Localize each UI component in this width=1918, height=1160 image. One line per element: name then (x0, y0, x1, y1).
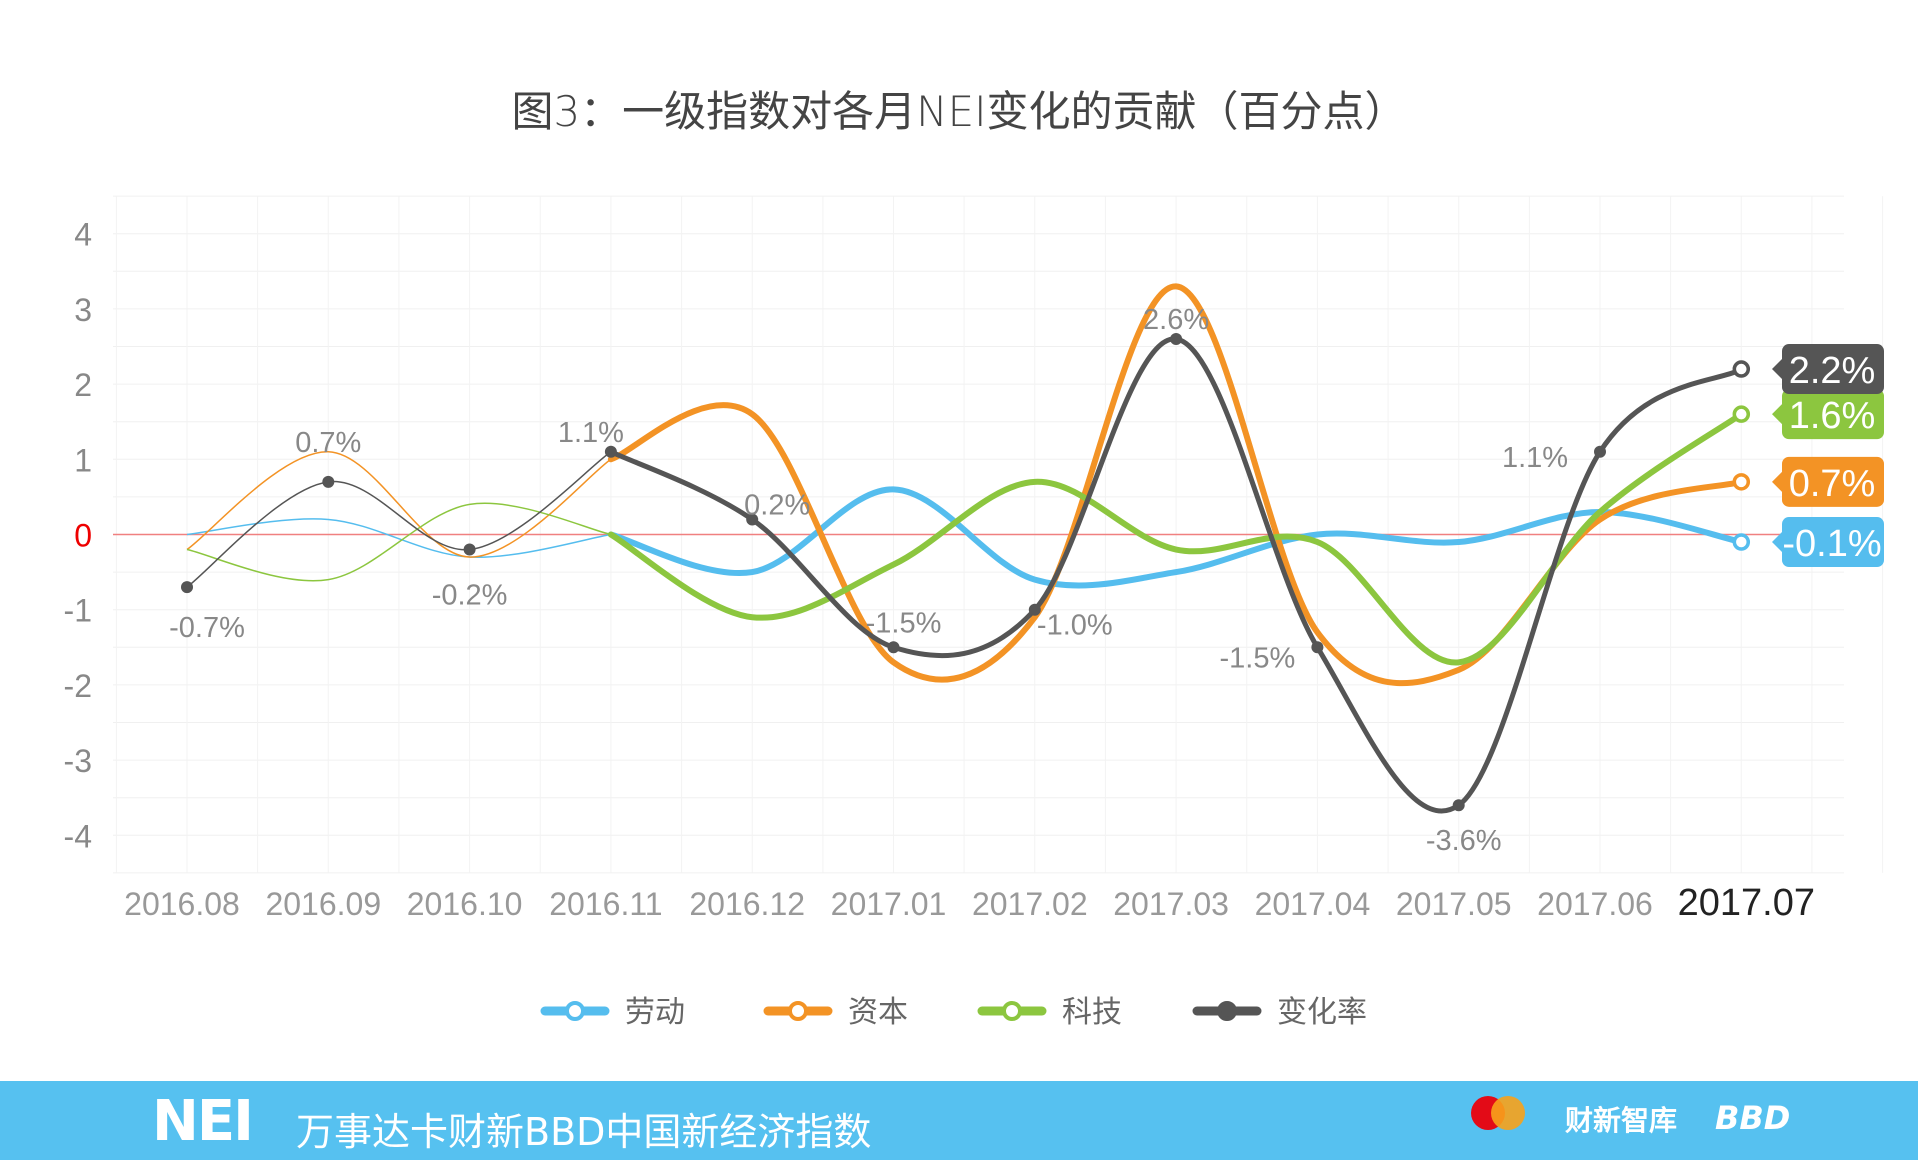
series-end-marker (1732, 533, 1751, 551)
data-label: -1.0% (1037, 610, 1113, 642)
chart-title: 图3：一级指数对各月NEI变化的贡献（百分点） (511, 87, 1407, 136)
x-tick-label: 2017.02 (972, 886, 1088, 922)
series-line (607, 486, 1745, 589)
x-tick-label: 2017.01 (831, 886, 947, 922)
y-tick-label: 2 (74, 367, 92, 403)
data-label: 1.1% (558, 417, 624, 449)
series-line (608, 336, 1744, 814)
x-tick-label: 2017.05 (1396, 886, 1512, 922)
mastercard-logo (1470, 1093, 1530, 1137)
series-line-thin (186, 518, 612, 558)
data-point (181, 581, 193, 594)
y-tick-label: -2 (64, 668, 92, 704)
data-label: -0.2% (432, 580, 508, 612)
end-label: 0.7% (1789, 463, 1876, 505)
x-tick-label: 2016.10 (407, 886, 523, 922)
x-tick-label: 2016.09 (265, 886, 381, 922)
y-tick-label: 1 (74, 442, 92, 478)
data-point (1170, 332, 1183, 345)
data-point (1452, 799, 1465, 812)
y-tick-label: -1 (64, 593, 92, 629)
y-tick-label: 4 (74, 217, 92, 253)
x-tick-label: 2016.11 (549, 886, 662, 922)
data-point (1311, 641, 1324, 654)
data-point (746, 513, 759, 526)
footer-subtitle: 万事达卡财新BBD中国新经济指数 (296, 1110, 872, 1154)
data-point (1028, 603, 1041, 616)
data-label: -3.6% (1426, 825, 1502, 857)
data-label: 0.2% (744, 489, 810, 521)
data-point (887, 641, 900, 654)
legend-marker (565, 1001, 585, 1021)
x-tick-label: 2017.07 (1678, 882, 1815, 924)
bbd-logo: BBD (1715, 1099, 1791, 1137)
series-end-marker (1732, 473, 1751, 491)
data-label: -1.5% (1220, 642, 1296, 674)
footer-banner: NEI 万事达卡财新BBD中国新经济指数 财新智库 BBD (0, 1081, 1918, 1160)
data-point (463, 543, 476, 556)
caixin-logo: 财新智库 (1565, 1104, 1678, 1137)
end-label-box (1782, 517, 1884, 568)
nei-logo: NEI (152, 1089, 254, 1154)
end-label-pointer (1772, 404, 1782, 425)
line-chart: 4 3 2 1 0 -1 -2 -3 -4 2016.08 2016.09 2016.10 2016.1… (64, 195, 1884, 1030)
series-line (607, 411, 1745, 666)
y-tick-label: 0 (74, 518, 92, 554)
series-end-marker (1732, 405, 1751, 423)
end-label: 1.6% (1789, 395, 1876, 437)
end-label-pointer (1772, 532, 1782, 553)
end-label-box (1782, 456, 1884, 507)
data-point (1594, 445, 1606, 458)
data-label: -1.5% (866, 607, 942, 639)
series-end-marker (1732, 360, 1751, 378)
data-label: 0.7% (295, 427, 361, 459)
legend-marker (1002, 1001, 1022, 1021)
x-tick-label: 2017.04 (1255, 886, 1371, 922)
end-label-box (1782, 389, 1884, 440)
y-tick-label: -3 (64, 743, 92, 779)
end-label-box (1782, 344, 1884, 395)
legend-marker (1217, 1001, 1237, 1021)
y-tick-label: -4 (64, 818, 92, 854)
legend-marker (788, 1001, 808, 1021)
legend-label: 资本 (848, 995, 908, 1030)
series-line-thin (186, 451, 612, 558)
data-point (604, 445, 617, 458)
legend-label: 劳动 (625, 995, 685, 1030)
legend-label: 科技 (1062, 995, 1122, 1030)
end-label-pointer (1772, 359, 1782, 380)
data-point (322, 475, 335, 488)
y-tick-label: 3 (74, 292, 92, 328)
data-label: 1.1% (1502, 442, 1568, 474)
series-line-thin (186, 451, 612, 588)
end-label-pointer (1772, 471, 1782, 492)
x-tick-label: 2017.03 (1113, 886, 1229, 922)
x-tick-label: 2017.06 (1537, 886, 1653, 922)
data-label: 2.6% (1143, 304, 1209, 336)
series-line-thin (186, 502, 612, 582)
x-tick-label: 2016.12 (689, 886, 805, 922)
x-tick-label: 2016.08 (124, 886, 240, 922)
legend-label: 变化率 (1277, 995, 1367, 1030)
end-label: 2.2% (1789, 350, 1876, 392)
data-label: -0.7% (169, 612, 245, 644)
end-label: -0.1% (1782, 523, 1881, 565)
